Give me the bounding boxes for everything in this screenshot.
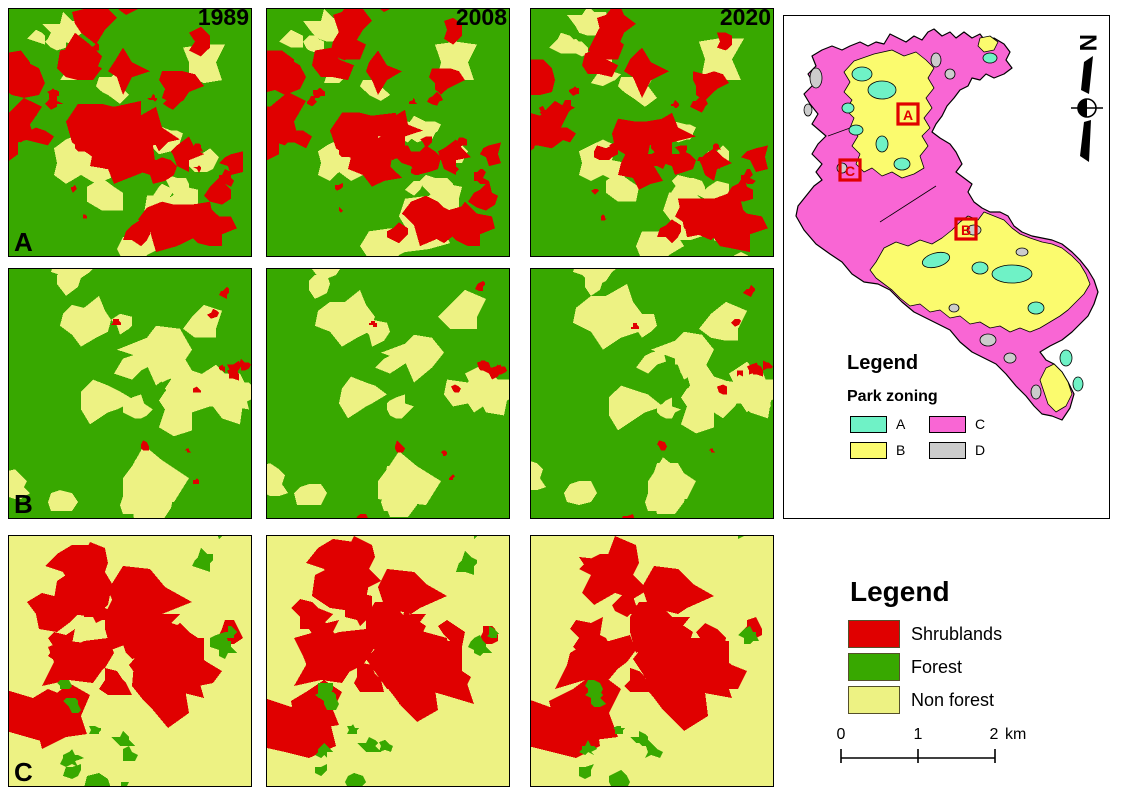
svg-text:C: C (845, 163, 855, 179)
shrublands-label: Shrublands (911, 624, 1003, 644)
row-label-a: A (14, 226, 33, 257)
area-marker-c: C (838, 158, 862, 182)
svg-text:N: N (1074, 34, 1101, 51)
park-zoning-map: A C B N Legend Park zoning (783, 15, 1110, 519)
scalebar-tick-2: 2 (989, 726, 999, 743)
landcover-raster (267, 269, 509, 518)
park-interior-boundary (879, 185, 937, 223)
shrublands-swatch (848, 620, 900, 648)
landcover-raster (267, 536, 509, 786)
landcover-panel-c-2008 (266, 535, 510, 787)
landcover-raster (9, 269, 251, 518)
park-map-drawing: A C B N (795, 28, 1103, 421)
landcover-panel-c-1989: C (8, 535, 252, 787)
area-marker-b: B (954, 217, 978, 241)
row-label-c: C (14, 756, 33, 787)
forest-label: Forest (911, 657, 963, 677)
landcover-raster (9, 536, 251, 786)
zone-a-patches (841, 52, 1084, 392)
landcover-panel-a-1989: 1989 A (8, 4, 252, 257)
year-label: 1989 (197, 4, 249, 30)
year-label: 2020 (719, 4, 771, 30)
landcover-raster (531, 9, 773, 256)
scalebar-tick-1: 1 (913, 726, 923, 743)
landcover-panel-a-2020: 2020 (530, 4, 774, 257)
park-interior-boundary (827, 127, 851, 137)
area-marker-a: A (896, 102, 920, 126)
year-label: 2008 (455, 4, 507, 30)
landcover-legend-title: Legend (850, 576, 950, 607)
row-label-b: B (14, 488, 33, 519)
landcover-panel-b-2008 (266, 268, 510, 519)
svg-text:A: A (903, 107, 913, 123)
north-arrow-icon: N (1071, 34, 1103, 162)
scale-bar (840, 749, 996, 763)
landcover-panel-b-2020 (530, 268, 774, 519)
non-forest-label: Non forest (911, 690, 995, 710)
park-boundary (795, 28, 1099, 421)
svg-text:B: B (961, 222, 971, 238)
zone-b-region-north (843, 49, 935, 179)
landcover-raster (267, 9, 509, 256)
forest-swatch (848, 653, 900, 681)
landcover-raster (9, 9, 251, 256)
landcover-raster (531, 536, 773, 786)
scalebar-tick-0: 0 (836, 726, 846, 743)
scalebar-unit: km (1005, 726, 1027, 743)
landcover-raster (531, 269, 773, 518)
landcover-panel-c-2020 (530, 535, 774, 787)
landcover-panel-b-1989: B (8, 268, 252, 519)
non-forest-swatch (848, 686, 900, 714)
zone-b-region-ne (977, 35, 999, 53)
zone-b-region-tail (1039, 363, 1073, 413)
landcover-panel-a-2008: 2008 (266, 4, 510, 257)
